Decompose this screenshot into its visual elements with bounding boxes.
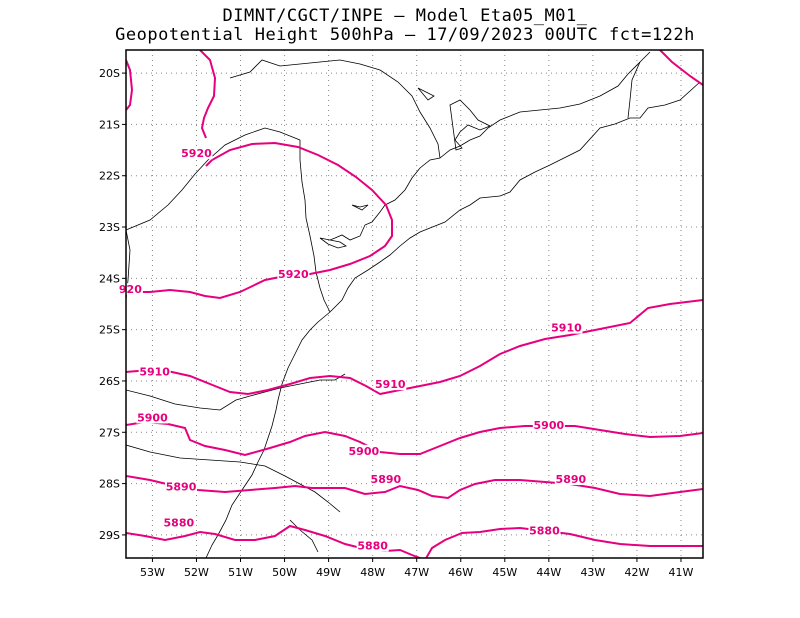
state-border-mg-rj-es	[499, 51, 651, 121]
contour-5900	[126, 420, 703, 457]
contour-label-bg	[554, 473, 587, 486]
contour-label-5880: 5880	[357, 540, 388, 553]
contour-label-5910: 5910	[375, 378, 406, 391]
contour-label-bg	[162, 516, 195, 529]
contour-label-5880: 5880	[164, 517, 195, 530]
contour-label-bg	[550, 321, 583, 334]
lon-tick-label: 41W	[669, 566, 694, 579]
state-border-sp-pr	[126, 127, 301, 231]
plot-frame	[125, 49, 704, 559]
lake-3	[449, 99, 491, 151]
coastline	[205, 81, 701, 558]
contour-label-bg	[136, 411, 169, 424]
contour-label-bg	[528, 524, 561, 537]
lon-tick-label: 50W	[272, 566, 297, 579]
contour-label-5900: 5900	[534, 419, 565, 432]
contour-label-5900: 5900	[137, 411, 168, 424]
lake-1	[351, 204, 369, 211]
contour-labels: 5920 5920 920 5910 5910 5910 5900 5900 5900 5890 5…	[117, 147, 587, 553]
contour-5920-west	[126, 59, 134, 111]
contour-label-bg	[165, 480, 198, 493]
lat-tick-label: 20S	[99, 67, 120, 80]
lagoon-south	[289, 519, 319, 553]
contour-label-bg	[374, 378, 407, 391]
state-border-sp-rj	[329, 119, 501, 241]
lon-tick-label: 42W	[624, 566, 649, 579]
state-border-sc-rs	[126, 444, 341, 513]
state-border-mg-sp	[229, 59, 441, 159]
height-contours	[126, 50, 703, 558]
contour-label-bg	[347, 444, 380, 457]
chart-subtitle: Geopotential Height 500hPa – 17/09/2023 …	[115, 25, 695, 45]
lon-tick-label: 44W	[536, 566, 561, 579]
lon-tick-label: 52W	[184, 566, 209, 579]
state-border-pr-sc	[126, 373, 346, 411]
lon-tick-label: 51W	[228, 566, 253, 579]
contour-5920-northeast	[659, 50, 703, 86]
lon-tick-label: 53W	[140, 566, 165, 579]
contour-label-5880: 5880	[529, 524, 560, 537]
lat-tick-label: 25S	[99, 324, 120, 337]
contour-label-bg	[117, 283, 143, 296]
lat-tick-label: 28S	[99, 478, 120, 491]
lat-tick-label: 22S	[99, 170, 120, 183]
contour-label-5890: 5890	[166, 481, 197, 494]
lon-tick-label: 43W	[580, 566, 605, 579]
lat-tick-label: 26S	[99, 375, 120, 388]
contour-label-5920: 5920	[278, 268, 309, 281]
paranapanema-river	[299, 140, 331, 313]
lon-tick-label: 47W	[404, 566, 429, 579]
lake-2	[319, 237, 347, 249]
contour-label-5890: 5890	[371, 473, 402, 486]
lon-tick-label: 46W	[448, 566, 473, 579]
contour-label-bg	[532, 419, 565, 432]
axis-ticks: 53W 52W 51W 50W 49W 48W 47W 46W 45W 44W 43W 42W 41W 2…	[99, 67, 694, 579]
lat-lon-grid	[126, 50, 703, 558]
map-boundaries	[126, 51, 701, 558]
contour-5910	[126, 299, 703, 396]
contour-label-5900: 5900	[349, 445, 380, 458]
contour-label-5890: 5890	[556, 473, 587, 486]
lon-tick-label: 49W	[316, 566, 341, 579]
contour-label-5910: 5910	[551, 322, 582, 335]
contour-label-bg	[277, 267, 310, 280]
lon-tick-label: 45W	[492, 566, 517, 579]
contour-label-bg	[180, 147, 213, 160]
contour-label-bg	[356, 539, 389, 552]
contour-label-bg	[138, 365, 171, 378]
contour-5890	[126, 475, 703, 500]
lat-tick-label: 21S	[99, 118, 120, 131]
contour-5920-north	[199, 50, 217, 139]
chart-title: DIMNT/CGCT/INPE – Model Eta05_M01_	[222, 6, 588, 26]
lat-tick-label: 24S	[99, 272, 120, 285]
lat-tick-label: 29S	[99, 529, 120, 542]
contour-label-5920: 5920	[181, 147, 212, 160]
contour-5880	[126, 524, 703, 558]
state-border-mg-es	[627, 61, 641, 119]
contour-5920-loop	[126, 141, 393, 300]
lat-tick-label: 27S	[99, 426, 120, 439]
contour-label-bg	[369, 473, 402, 486]
lat-tick-label: 23S	[99, 221, 120, 234]
lon-tick-label: 48W	[360, 566, 385, 579]
lake-4	[417, 87, 435, 101]
contour-label-5920: 920	[119, 283, 142, 296]
contour-label-5910: 5910	[139, 365, 170, 378]
